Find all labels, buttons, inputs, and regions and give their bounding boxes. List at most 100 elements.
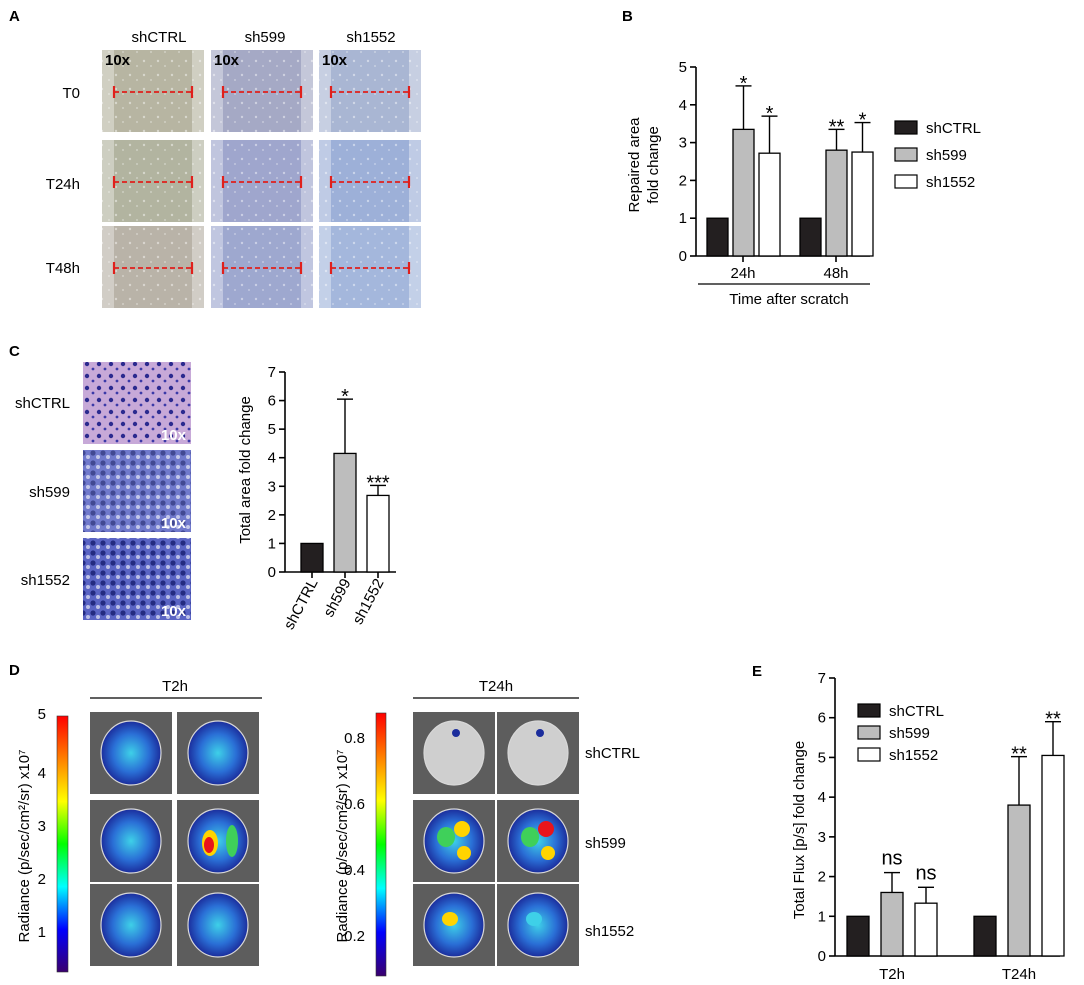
- scale-tick: 5: [38, 706, 46, 723]
- chart-e-bar: [880, 891, 904, 957]
- chart-b-y-tick-label: 3: [679, 135, 687, 152]
- chart-b-y-tick-label: 5: [679, 59, 687, 76]
- scratch-row-label: T48h: [46, 260, 80, 277]
- hotspot: [437, 827, 455, 847]
- chart-e-y-tick-label: 3: [818, 829, 826, 846]
- imaging-row-label: shCTRL: [585, 745, 640, 762]
- colorbar-label: Radiance (p/sec/cm²/sr) x10⁷: [16, 750, 33, 943]
- chart-c-y-tick-label: 1: [268, 535, 276, 552]
- chart-b-legend-swatch: [894, 147, 918, 162]
- scratch-edge: [192, 50, 204, 132]
- scratch-image-texture: [319, 140, 421, 222]
- chart-b-bar: [758, 152, 781, 257]
- scratch-edge: [211, 140, 223, 222]
- transwell-panel: shCTRL sh599 sh1552 10x 10x 10x: [15, 362, 191, 620]
- scratch-edge: [301, 226, 313, 308]
- chart-e-legend-swatch: [857, 703, 881, 718]
- hotspot: [452, 729, 460, 737]
- magnification-label: 10x: [322, 52, 348, 69]
- chart-e-y-tick-label: 4: [818, 789, 826, 806]
- chart-e: Total Flux [p/s] fold change 0 1 2 3 4 5 6 7 nsn…: [791, 670, 1065, 983]
- scratch-image-texture: [319, 50, 421, 132]
- organ-signal: [100, 720, 162, 786]
- organ-signal: [187, 808, 249, 874]
- transwell-image: [83, 362, 191, 444]
- chart-b-significance: **: [829, 116, 845, 138]
- chart-e-bar: [973, 915, 997, 957]
- magnification-label: 10x: [161, 515, 187, 532]
- panel-label-d: D: [9, 662, 20, 679]
- scratch-panel: shCTRL sh599 sh1552 T0 T24h T48h 10x 10x 1…: [46, 29, 421, 308]
- chart-e-legend-label: sh599: [889, 725, 930, 742]
- chart-b-legend-label: sh1552: [926, 174, 975, 191]
- chart-e-legend-swatch: [857, 725, 881, 740]
- scratch-edge: [192, 226, 204, 308]
- chart-b-x-tick-label: 48h: [823, 265, 848, 282]
- scale-tick: 3: [38, 818, 46, 835]
- hotspot: [457, 846, 471, 860]
- chart-e-significance: ns: [915, 862, 936, 884]
- chart-c-significance: ***: [366, 472, 390, 494]
- scratch-image-texture: [102, 50, 204, 132]
- scratch-image-texture: [211, 140, 313, 222]
- chart-b-legend-label: shCTRL: [926, 120, 981, 137]
- magnification-label: 10x: [161, 603, 187, 620]
- scratch-image-texture: [102, 140, 204, 222]
- organ-signal: [423, 720, 485, 786]
- scratch-image-texture: [102, 226, 204, 308]
- chart-b-significance: *: [859, 110, 867, 132]
- chart-e-legend-swatch: [857, 747, 881, 762]
- chart-b-legend-label: sh599: [926, 147, 967, 164]
- chart-e-bar: [1007, 804, 1031, 957]
- chart-e-legend-label: sh1552: [889, 747, 938, 764]
- chart-c-y-tick-label: 5: [268, 421, 276, 438]
- scratch-edge: [409, 140, 421, 222]
- chart-b-legend-swatch: [894, 174, 918, 189]
- organ-signal: [187, 892, 249, 958]
- hotspot: [204, 837, 214, 853]
- hotspot: [442, 912, 458, 926]
- scratch-edge: [102, 140, 114, 222]
- color-scale-right: [375, 712, 387, 977]
- chart-b-xlabel: Time after scratch: [729, 291, 848, 308]
- chart-c-y-tick-label: 4: [268, 450, 276, 467]
- magnification-label: 10x: [214, 52, 240, 69]
- chart-b-significance: *: [766, 103, 774, 125]
- transwell-image: [83, 450, 191, 532]
- chart-b-y-tick-label: 4: [679, 97, 687, 114]
- chart-b-y-tick-label: 1: [679, 210, 687, 227]
- chart-c-bar: [300, 542, 324, 573]
- scratch-edge: [192, 140, 204, 222]
- chart-b-bar: [851, 151, 874, 257]
- panel-label-b: B: [622, 8, 633, 25]
- scratch-edge: [301, 50, 313, 132]
- chart-c-x-tick-label: shCTRL: [281, 576, 322, 633]
- chart-c-y-tick-label: 0: [268, 564, 276, 581]
- hotspot: [526, 912, 542, 926]
- chart-b-x-tick-label: 24h: [730, 265, 755, 282]
- chart-e-significance: **: [1045, 709, 1061, 731]
- transwell-image: [83, 538, 191, 620]
- scratch-col-label: sh1552: [346, 29, 395, 46]
- chart-c-y-tick-label: 6: [268, 393, 276, 410]
- scratch-image-texture: [211, 226, 313, 308]
- scale-tick: 4: [38, 765, 46, 782]
- scratch-edge: [211, 226, 223, 308]
- chart-e-significance: **: [1011, 744, 1027, 766]
- color-scale-left: [56, 715, 69, 973]
- hotspot: [226, 825, 238, 857]
- organ-signal: [100, 808, 162, 874]
- transwell-row-label: shCTRL: [15, 395, 70, 412]
- chart-c-y-tick-label: 2: [268, 507, 276, 524]
- scratch-image-texture: [319, 226, 421, 308]
- scratch-row-label: T24h: [46, 176, 80, 193]
- panel-label-a: A: [9, 8, 20, 25]
- chart-e-y-tick-label: 1: [818, 908, 826, 925]
- chart-e-significance: ns: [881, 848, 902, 870]
- organ-signal: [100, 892, 162, 958]
- panel-label-c: C: [9, 343, 20, 360]
- hotspot: [454, 821, 470, 837]
- chart-e-y-tick-label: 7: [818, 670, 826, 687]
- hotspot: [521, 827, 539, 847]
